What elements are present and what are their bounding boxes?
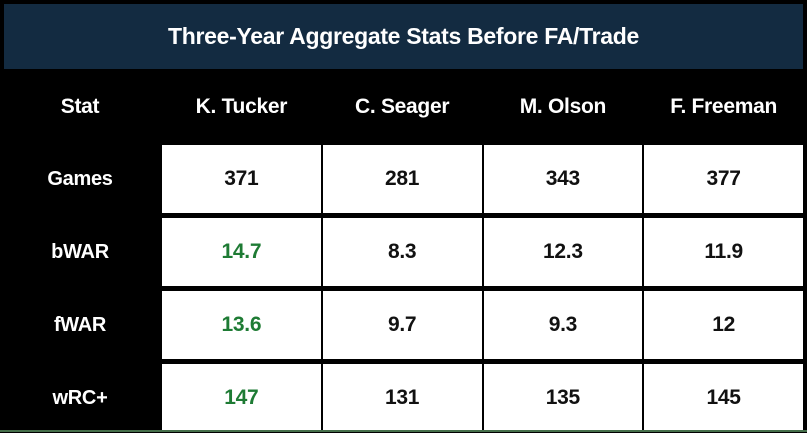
stat-cell-fwar-olson: 9.3 (483, 291, 643, 359)
stat-cell-bwar-freeman: 11.9 (644, 218, 803, 286)
table-title: Three-Year Aggregate Stats Before FA/Tra… (168, 23, 639, 49)
stat-cell-bwar-olson: 12.3 (483, 218, 643, 286)
stat-cell-games-seager: 281 (322, 145, 482, 213)
row-label-wrcplus: wRC+ (0, 364, 160, 432)
bottom-accent-line (0, 430, 807, 432)
column-header-stat: Stat (0, 69, 160, 145)
stat-cell-wrcplus-freeman: 145 (644, 364, 803, 432)
stat-cell-fwar-seager: 9.7 (322, 291, 482, 359)
stat-cell-bwar-tucker: 14.7 (162, 218, 321, 286)
stat-cell-bwar-seager: 8.3 (322, 218, 482, 286)
column-header-olson: M. Olson (483, 69, 643, 145)
title-bar: Three-Year Aggregate Stats Before FA/Tra… (4, 4, 803, 69)
stat-cell-games-olson: 343 (483, 145, 643, 213)
column-header-tucker: K. Tucker (162, 69, 321, 145)
row-label-fwar: fWAR (0, 291, 160, 359)
stat-cell-fwar-tucker: 13.6 (162, 291, 321, 359)
column-header-row: Stat K. Tucker C. Seager M. Olson F. Fre… (0, 69, 803, 145)
row-label-games: Games (0, 145, 160, 213)
stats-table-body: Games 371 281 343 377 bWAR 14.7 8.3 12.3… (0, 145, 803, 433)
stat-cell-wrcplus-olson: 135 (483, 364, 643, 432)
column-header-seager: C. Seager (322, 69, 482, 145)
stat-cell-games-freeman: 377 (644, 145, 803, 213)
stat-cell-wrcplus-seager: 131 (322, 364, 482, 432)
stat-cell-wrcplus-tucker: 147 (162, 364, 321, 432)
column-header-freeman: F. Freeman (644, 69, 803, 145)
row-label-bwar: bWAR (0, 218, 160, 286)
stat-cell-fwar-freeman: 12 (644, 291, 803, 359)
stat-cell-games-tucker: 371 (162, 145, 321, 213)
